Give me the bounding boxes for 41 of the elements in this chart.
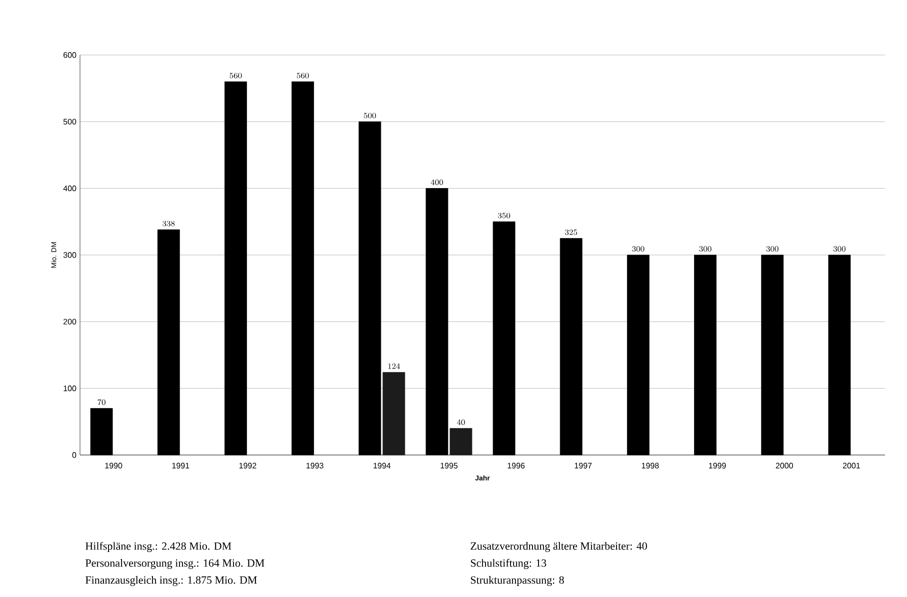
y-tick-label: 300 [63,252,76,258]
y-tick-label: 200 [64,318,76,324]
bar [382,372,406,456]
x-tick-label: 2000 [776,462,793,468]
x-tick-label: 2001 [842,462,860,468]
data-label: 124 [388,363,400,369]
x-tick-label: 1996 [508,462,525,468]
x-tick-label: 1994 [374,462,391,468]
data-label: 400 [430,179,443,185]
y-tick-label: 0 [72,452,76,458]
text: Personalversorgung insg.: 164 Mio. DM [86,559,264,569]
data-label: 338 [162,220,175,226]
x-tick-label: 1997 [574,462,592,468]
text: Strukturanpassung: 8 [470,576,564,586]
x-tick-label: 1990 [105,462,122,468]
x-tick-label: 1991 [172,462,190,468]
data-label: 70 [98,399,106,405]
x-tick-label: 1995 [440,462,458,468]
x-tick-label: 1998 [642,462,659,468]
text: Hilfspläne insg.: 2.428 Mio. DM [86,542,232,552]
data-label: 300 [632,246,644,252]
data-label: 350 [498,212,510,218]
data-label: 325 [565,229,578,235]
y-tick-label: 500 [63,118,76,124]
bar [450,428,472,456]
text: Zusatzverordnung ältere Mitarbeiter: 40 [470,542,647,552]
data-label: 500 [364,112,376,118]
x-tick-label: 1992 [239,462,256,468]
text: Finanzausgleich insg.: 1.875 Mio. DM [86,576,257,586]
data-label: 300 [833,246,846,252]
data-label: 560 [230,72,242,78]
x-tick-label: 1993 [306,462,324,468]
data-label: 40 [456,419,465,425]
y-tick-label: 400 [63,186,76,192]
data-label: 560 [296,72,309,78]
x-tick-label: 1999 [709,462,726,468]
data-label: 300 [766,246,778,252]
y-tick-label: 100 [64,386,76,392]
y-tick-label: 600 [64,52,76,58]
data-label: 300 [699,246,712,252]
text: Schulstiftung: 13 [470,558,546,570]
